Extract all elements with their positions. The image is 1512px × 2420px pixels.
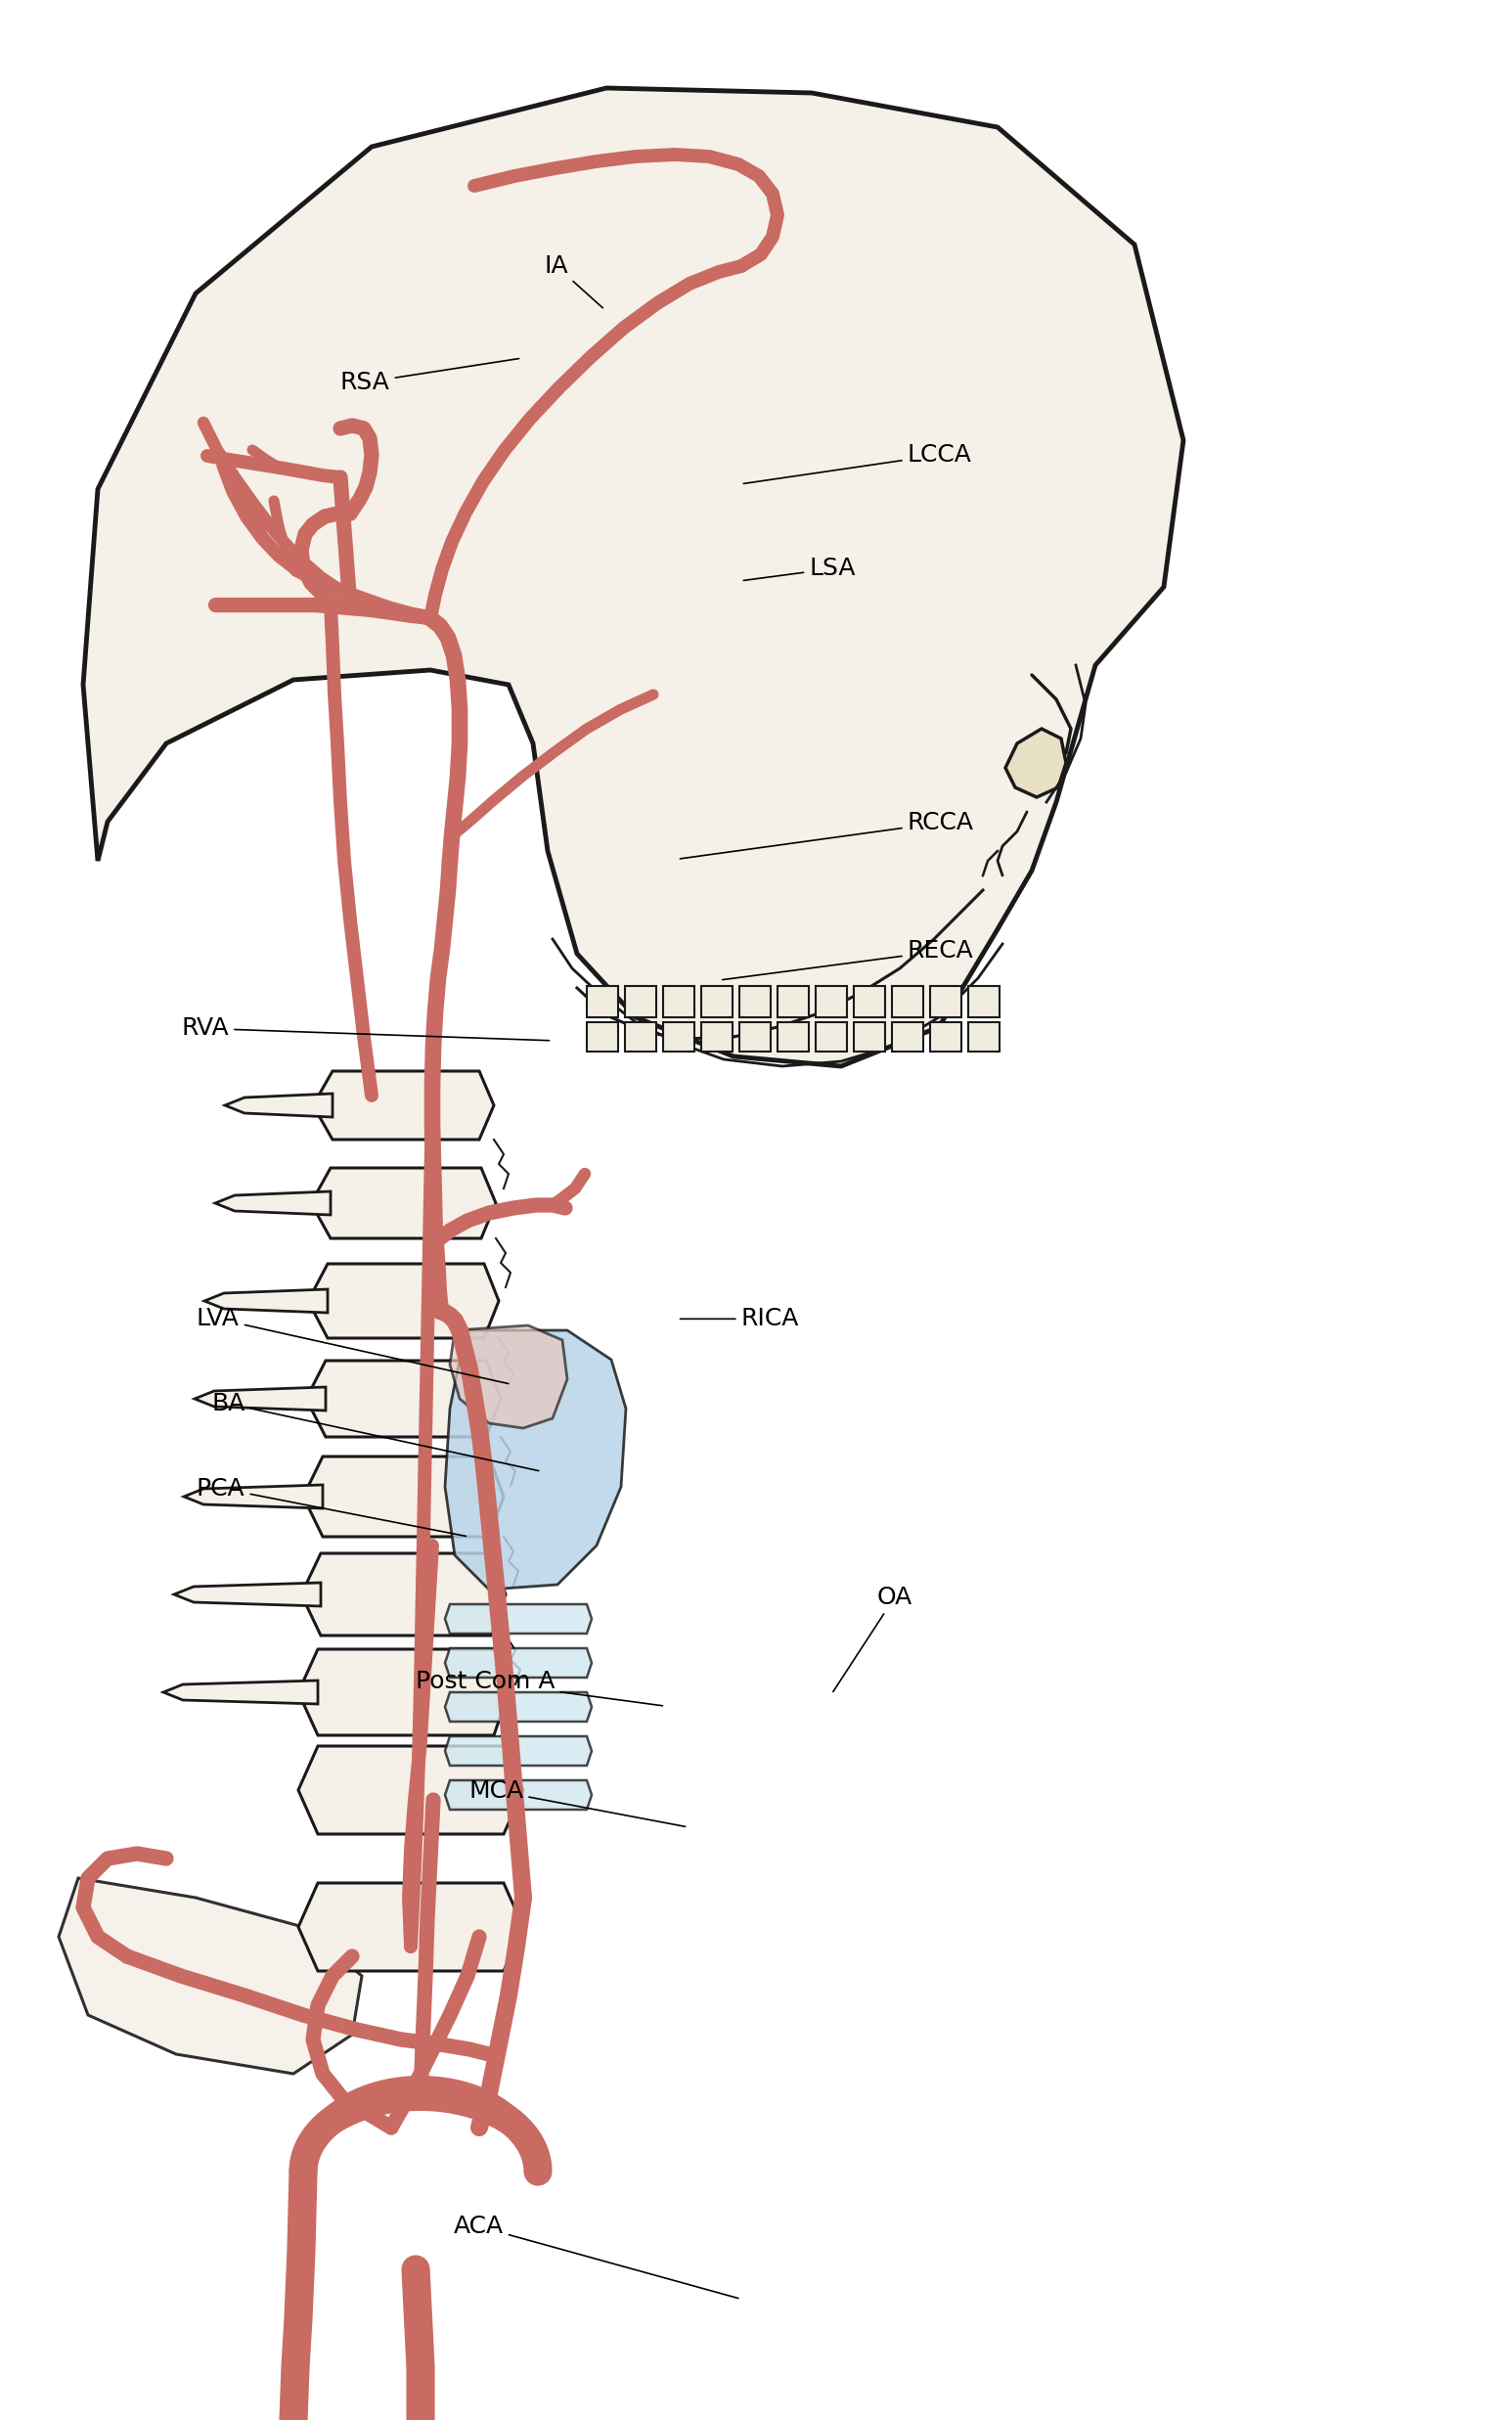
Text: RECA: RECA — [723, 939, 974, 980]
Polygon shape — [204, 1290, 328, 1312]
Polygon shape — [305, 1360, 500, 1437]
Polygon shape — [184, 1486, 322, 1508]
Polygon shape — [892, 985, 924, 1016]
Polygon shape — [445, 1604, 591, 1634]
Text: IA: IA — [544, 254, 603, 307]
Polygon shape — [298, 1747, 523, 1834]
Polygon shape — [702, 1021, 732, 1053]
Text: BA: BA — [212, 1392, 538, 1471]
Polygon shape — [854, 985, 885, 1016]
Polygon shape — [451, 1326, 567, 1428]
Polygon shape — [445, 1648, 591, 1677]
Polygon shape — [930, 985, 962, 1016]
Polygon shape — [777, 1021, 809, 1053]
Polygon shape — [1005, 728, 1066, 796]
Polygon shape — [930, 1021, 962, 1053]
Polygon shape — [739, 1021, 771, 1053]
Polygon shape — [587, 1021, 618, 1053]
Polygon shape — [215, 1191, 331, 1215]
Text: Post Com A: Post Com A — [416, 1670, 662, 1706]
Polygon shape — [445, 1331, 626, 1590]
Text: OA: OA — [833, 1585, 912, 1692]
Polygon shape — [195, 1387, 325, 1411]
Text: RICA: RICA — [680, 1307, 798, 1331]
Polygon shape — [298, 1648, 508, 1735]
Polygon shape — [445, 1692, 591, 1721]
Text: PCA: PCA — [197, 1476, 466, 1537]
Polygon shape — [664, 985, 694, 1016]
Polygon shape — [163, 1679, 318, 1704]
Polygon shape — [304, 1457, 503, 1537]
Text: RCCA: RCCA — [680, 811, 974, 859]
Polygon shape — [968, 1021, 999, 1053]
Polygon shape — [739, 985, 771, 1016]
Polygon shape — [815, 985, 847, 1016]
Text: LCCA: LCCA — [744, 443, 972, 484]
Text: MCA: MCA — [469, 1779, 685, 1827]
Polygon shape — [624, 985, 656, 1016]
Polygon shape — [664, 1021, 694, 1053]
Polygon shape — [854, 1021, 885, 1053]
Polygon shape — [301, 1554, 505, 1636]
Polygon shape — [304, 2076, 538, 2190]
Polygon shape — [225, 1094, 333, 1118]
Text: LSA: LSA — [744, 557, 856, 581]
Text: LVA: LVA — [197, 1307, 508, 1384]
Polygon shape — [298, 1883, 523, 1970]
Polygon shape — [892, 1021, 924, 1053]
Polygon shape — [445, 1781, 591, 1810]
Polygon shape — [445, 1735, 591, 1767]
Polygon shape — [308, 1263, 499, 1338]
Text: RSA: RSA — [340, 358, 519, 394]
Polygon shape — [59, 1878, 361, 2074]
Polygon shape — [174, 1583, 321, 1607]
Polygon shape — [777, 985, 809, 1016]
Text: ACA: ACA — [454, 2214, 738, 2299]
Polygon shape — [968, 985, 999, 1016]
Polygon shape — [311, 1169, 496, 1239]
Polygon shape — [587, 985, 618, 1016]
Polygon shape — [83, 87, 1184, 1067]
Polygon shape — [624, 1021, 656, 1053]
Polygon shape — [702, 985, 732, 1016]
Polygon shape — [815, 1021, 847, 1053]
Polygon shape — [313, 1072, 494, 1140]
Text: RVA: RVA — [181, 1016, 549, 1041]
